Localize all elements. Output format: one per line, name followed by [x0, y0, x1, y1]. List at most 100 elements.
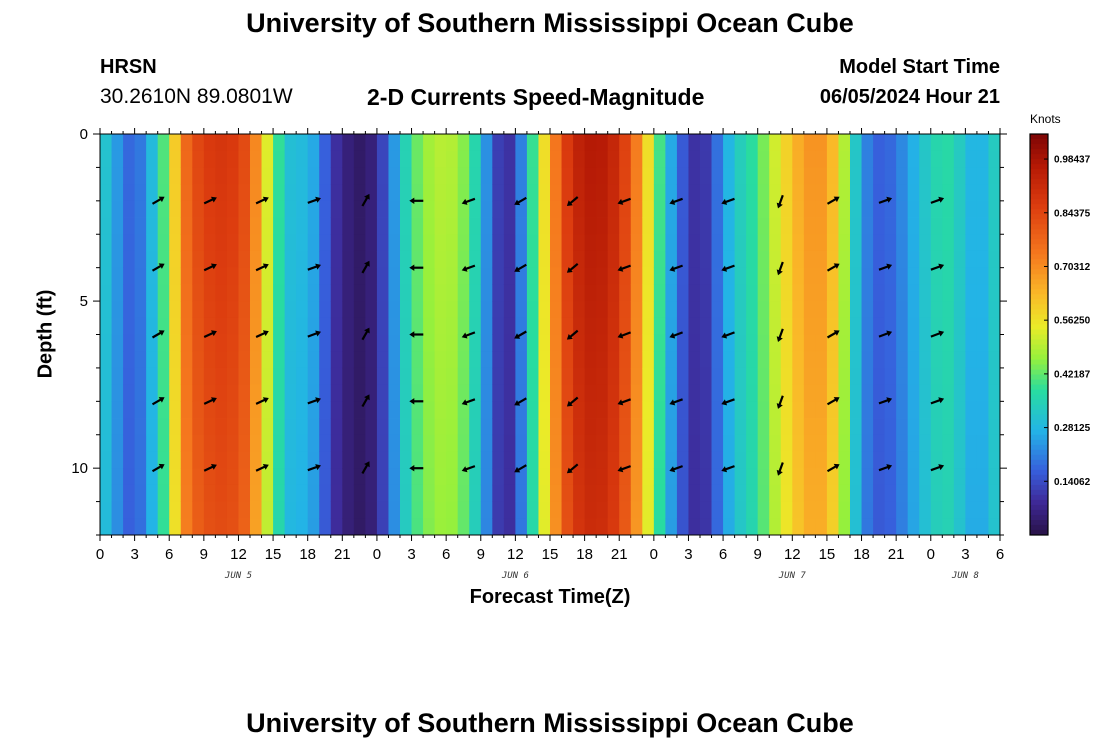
heatmap-cell [769, 234, 782, 252]
heatmap-cell [146, 451, 159, 469]
heatmap-cell [538, 200, 551, 218]
heatmap-cell [434, 334, 447, 352]
heatmap-cell [619, 317, 632, 335]
heatmap-cell [400, 351, 412, 369]
heatmap-cell [388, 184, 401, 202]
heatmap-cell [273, 401, 286, 419]
heatmap-cell [896, 367, 909, 386]
heatmap-cell [988, 418, 1001, 436]
heatmap-cell [792, 284, 805, 302]
heatmap-cell [423, 434, 436, 452]
heatmap-cell [192, 301, 205, 319]
heatmap-cell [296, 451, 309, 469]
heatmap-cell [446, 134, 459, 152]
heatmap-cell [861, 468, 874, 486]
heatmap-cell [642, 384, 655, 402]
heatmap-cell [388, 518, 401, 536]
heatmap-cell [192, 284, 205, 302]
heatmap-cell [192, 200, 205, 218]
heatmap-cell [803, 518, 816, 536]
heatmap-cell [192, 418, 205, 436]
heatmap-cell [307, 267, 320, 285]
heatmap-cell [526, 384, 539, 402]
x-tick-label: 9 [477, 546, 485, 563]
heatmap-cell [988, 217, 1001, 235]
heatmap-cell [803, 367, 816, 386]
heatmap-cell [711, 518, 724, 536]
heatmap-cell [988, 234, 1001, 252]
heatmap-cell [503, 200, 516, 218]
heatmap-cell [596, 451, 609, 469]
heatmap-cell [250, 334, 262, 352]
heatmap-cell [157, 217, 170, 235]
heatmap-cell [861, 167, 874, 185]
heatmap-cell [838, 351, 851, 369]
heatmap-cell [826, 468, 839, 486]
heatmap-cell [273, 351, 286, 369]
heatmap-cell [642, 167, 655, 185]
heatmap-cell [330, 401, 343, 419]
heatmap-cell [711, 284, 724, 302]
heatmap-cell [330, 451, 343, 469]
heatmap-cell [250, 317, 262, 335]
heatmap-cell [930, 518, 943, 536]
heatmap-cell [573, 501, 586, 519]
heatmap-cell [192, 367, 205, 386]
heatmap-cell [803, 451, 816, 469]
heatmap-cell [273, 150, 286, 168]
heatmap-cell [238, 217, 251, 235]
heatmap-cell [619, 501, 632, 519]
heatmap-cell [688, 518, 701, 536]
colorbar-segment [1030, 344, 1048, 351]
heatmap-cell [873, 384, 886, 402]
heatmap-cell [411, 200, 424, 218]
heatmap-cell [688, 150, 701, 168]
heatmap-cell [780, 217, 793, 235]
heatmap-cell [884, 451, 897, 469]
heatmap-cell [215, 451, 228, 469]
heatmap-cell [919, 184, 932, 202]
heatmap-cell [123, 150, 136, 168]
heatmap-cell [688, 134, 701, 152]
heatmap-cell [180, 134, 193, 152]
heatmap-cell [596, 351, 609, 369]
heatmap-cell [792, 434, 805, 452]
heatmap-cell [515, 217, 528, 235]
heatmap-cell [584, 351, 597, 369]
heatmap-cell [803, 167, 816, 185]
heatmap-cell [215, 167, 228, 185]
heatmap-cell [353, 134, 366, 152]
colorbar-segment [1030, 489, 1048, 496]
heatmap-cell [642, 317, 655, 335]
heatmap-cell [342, 351, 355, 369]
colorbar-segment [1030, 204, 1048, 210]
heatmap-cell [169, 468, 182, 486]
heatmap-cell [469, 484, 482, 502]
heatmap-cell [238, 184, 251, 202]
heatmap-cell [434, 434, 447, 452]
heatmap-cell [411, 301, 424, 319]
heatmap-cell [746, 484, 759, 502]
heatmap-cell [942, 351, 955, 369]
heatmap-cell [284, 384, 297, 402]
heatmap-cell [100, 250, 112, 269]
current-arrow [721, 264, 735, 272]
heatmap-cell [953, 468, 966, 486]
heatmap-cell [850, 250, 862, 269]
heatmap-cell [492, 518, 505, 536]
heatmap-cell [111, 134, 124, 152]
heatmap-cell [676, 468, 689, 486]
heatmap-cell [676, 384, 689, 402]
heatmap-cell [873, 451, 886, 469]
heatmap-cell [630, 301, 643, 319]
colorbar-segment [1030, 469, 1048, 476]
heatmap-cell [307, 434, 320, 452]
heatmap-cell [550, 351, 562, 369]
heatmap-cell [746, 217, 759, 235]
heatmap-cell [803, 401, 816, 419]
heatmap-cell [850, 167, 862, 185]
heatmap-cell [261, 184, 274, 202]
heatmap-cell [376, 434, 389, 452]
heatmap-cell [446, 234, 459, 252]
heatmap-cell [919, 217, 932, 235]
